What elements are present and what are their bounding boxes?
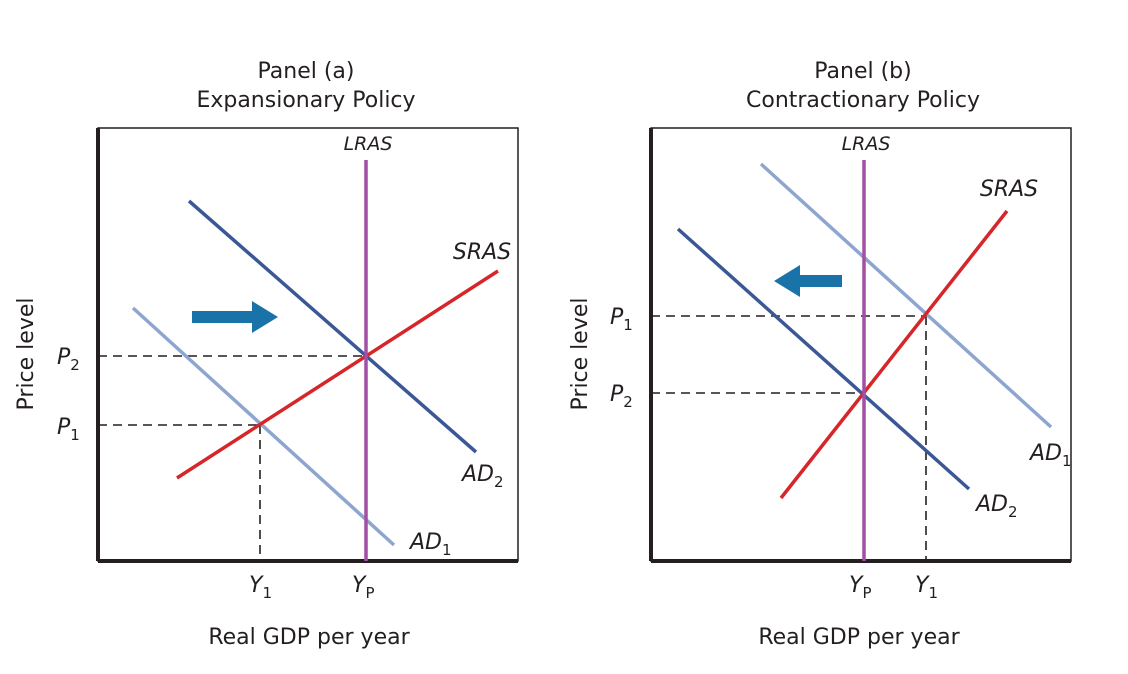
panel-b-sras-curve bbox=[779, 209, 1009, 500]
panel-b-xlabel: Real GDP per year bbox=[758, 625, 960, 650]
panel-b: Panel (b) Contractionary Policy LRAS SRA… bbox=[568, 59, 1072, 650]
panel-a-price-upper-label: P2 bbox=[57, 345, 80, 374]
panel-b-price-lower-sub: 2 bbox=[623, 393, 633, 411]
panel-b-output-left-sub: P bbox=[862, 584, 871, 602]
panel-b-output-right-label: Y1 bbox=[915, 573, 938, 602]
panel-b-ad2-sub: 2 bbox=[1008, 503, 1018, 521]
panel-a-xlabel: Real GDP per year bbox=[208, 625, 410, 650]
panel-b-ad1-curve bbox=[759, 162, 1053, 429]
panel-b-price-upper-letter: P bbox=[610, 305, 624, 330]
panel-b-ad2-letter: AD bbox=[974, 492, 1008, 517]
panel-b-ylabel: Price level bbox=[568, 298, 593, 411]
panel-a-sras-curve bbox=[176, 269, 499, 480]
panel-a: Panel (a) Expansionary Policy LRAS SRAS … bbox=[14, 59, 519, 650]
panel-b-output-left-label: YP bbox=[849, 573, 872, 602]
panel-a-ad1-sub: 1 bbox=[442, 541, 452, 559]
panel-a-price-upper-sub: 2 bbox=[70, 356, 80, 374]
panel-a-output-left-letter: Y bbox=[249, 573, 264, 598]
right-arrow-icon bbox=[192, 301, 278, 333]
panel-b-price-lower-label: P2 bbox=[610, 382, 633, 411]
panel-a-ad1-letter: AD bbox=[408, 530, 442, 555]
panel-a-ylabel: Price level bbox=[14, 298, 39, 411]
panel-a-plot-frame bbox=[97, 127, 519, 562]
panel-b-sras-label: SRAS bbox=[980, 177, 1038, 202]
panel-b-output-left-letter: Y bbox=[849, 573, 864, 598]
panel-a-output-right-label: YP bbox=[352, 573, 375, 602]
panel-b-ad1-sub: 1 bbox=[1062, 452, 1072, 470]
panel-a-ad2-letter: AD bbox=[460, 462, 494, 487]
panel-a-ad2-curve bbox=[187, 199, 478, 454]
panel-a-ad2-label: AD2 bbox=[460, 462, 504, 491]
panel-b-output-right-sub: 1 bbox=[928, 584, 938, 602]
panel-a-lras-label: LRAS bbox=[344, 133, 393, 155]
panel-a-ad1-label: AD1 bbox=[408, 530, 452, 559]
panel-a-output-left-label: Y1 bbox=[249, 573, 272, 602]
panel-a-sras-label: SRAS bbox=[453, 240, 511, 265]
panel-b-ad2-label: AD2 bbox=[974, 492, 1018, 521]
panel-a-price-lower-letter: P bbox=[57, 415, 71, 440]
panel-a-output-left-sub: 1 bbox=[262, 584, 272, 602]
panel-b-title: Panel (b) bbox=[814, 59, 911, 84]
panel-b-ad2-curve bbox=[676, 227, 971, 491]
panel-a-price-upper-letter: P bbox=[57, 345, 71, 370]
panel-a-subtitle: Expansionary Policy bbox=[196, 88, 415, 113]
panel-a-output-right-sub: P bbox=[365, 584, 374, 602]
panel-a-ad1-curve bbox=[131, 306, 396, 547]
panel-b-price-upper-label: P1 bbox=[610, 305, 633, 334]
panel-a-ad2-sub: 2 bbox=[494, 473, 504, 491]
panel-a-price-lower-label: P1 bbox=[57, 415, 80, 444]
panel-b-ad1-letter: AD bbox=[1028, 441, 1062, 466]
panel-b-subtitle: Contractionary Policy bbox=[746, 88, 980, 113]
panel-b-ad1-label: AD1 bbox=[1028, 441, 1072, 470]
panel-b-output-right-letter: Y bbox=[915, 573, 930, 598]
panel-b-price-lower-letter: P bbox=[610, 382, 624, 407]
panel-a-title: Panel (a) bbox=[258, 59, 355, 84]
panel-a-output-right-letter: Y bbox=[352, 573, 367, 598]
panel-b-price-upper-sub: 1 bbox=[623, 316, 633, 334]
panel-a-price-lower-sub: 1 bbox=[70, 426, 80, 444]
panel-b-lras-label: LRAS bbox=[842, 133, 891, 155]
left-arrow-icon bbox=[774, 265, 842, 297]
